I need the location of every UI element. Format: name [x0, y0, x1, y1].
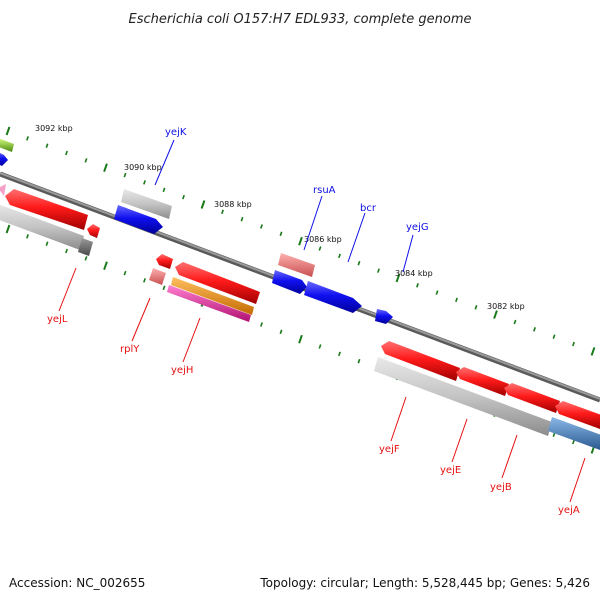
tick-mark — [338, 253, 341, 259]
tick-mark — [455, 297, 458, 303]
gene-bar-gray — [374, 357, 552, 436]
gene-arrow-reverse — [456, 367, 509, 396]
tick-mark — [200, 200, 206, 209]
gene-label-forward: bcr — [360, 203, 377, 214]
tick-mark — [338, 351, 341, 357]
gene-labels: yejK rsuA bcr yejG yejL rplY yejH yejF y… — [47, 127, 580, 516]
tick-mark — [493, 310, 498, 319]
tick-mark — [357, 358, 361, 364]
gene-label-forward: rsuA — [313, 185, 336, 196]
gene-bar-orange — [171, 277, 254, 315]
tick-mark — [513, 319, 517, 325]
gene-bar-magenta — [167, 285, 251, 322]
gene-arrow-reverse — [504, 383, 560, 413]
tick-mark — [357, 260, 361, 266]
gene-bar-darkgray — [78, 238, 93, 256]
tick-mark — [65, 150, 68, 156]
gene-label-reverse: yejL — [47, 314, 68, 325]
tick-mark — [162, 285, 166, 291]
tick-mark — [84, 256, 88, 261]
gene-arrow-reverse — [5, 189, 88, 230]
rna-feature — [149, 268, 166, 285]
tick-mark — [65, 248, 68, 254]
gene-arrow-forward — [304, 281, 362, 313]
reverse-features — [0, 189, 600, 450]
tick-mark — [240, 216, 244, 222]
tick-mark — [5, 224, 11, 234]
tick-mark — [395, 273, 401, 283]
gene-label-reverse: yejE — [440, 465, 461, 476]
gene-label-reverse: yejA — [558, 505, 580, 516]
tick-mark — [435, 290, 439, 295]
ruler-label: 3084 kbp — [395, 269, 433, 278]
tick-mark — [590, 347, 596, 356]
gene-arrow-forward — [0, 153, 8, 166]
tick-mark — [474, 305, 478, 310]
tick-mark — [572, 439, 575, 445]
gene-arrow-forward — [114, 205, 163, 234]
tick-mark — [103, 261, 108, 271]
tick-mark — [123, 270, 127, 276]
gene-arrow-forward — [0, 138, 14, 152]
trna-feature — [0, 184, 6, 196]
tick-mark — [318, 344, 322, 349]
tick-mark — [103, 163, 108, 173]
tick-mark — [143, 278, 146, 283]
tick-mark — [416, 283, 419, 288]
tick-mark — [26, 234, 29, 239]
gene-arrow-reverse — [87, 224, 100, 238]
gene-bar-steelblue — [548, 417, 600, 450]
gene-arrow-forward — [272, 270, 307, 294]
ruler-label: 3092 kbp — [35, 124, 73, 133]
tick-mark — [552, 334, 556, 339]
ruler-label: 3090 kbp — [124, 163, 162, 172]
ruler-label: 3088 kbp — [214, 200, 252, 209]
gene-arrow-reverse — [156, 254, 173, 269]
tick-mark — [572, 341, 575, 347]
label-leaders — [58, 139, 586, 503]
gene-arrow-forward — [121, 189, 172, 219]
tick-mark — [26, 136, 29, 141]
tick-mark — [279, 329, 283, 335]
gene-arrow-reverse — [381, 341, 460, 381]
map-title: Escherichia coli O157:H7 EDL933, complet… — [129, 12, 472, 27]
topology-text: Topology: circular; Length: 5,528,445 bp… — [260, 576, 590, 590]
gene-arrow-reverse — [175, 262, 260, 304]
gene-label-forward: yejK — [165, 127, 187, 138]
tick-mark — [182, 194, 185, 200]
tick-mark — [318, 246, 322, 251]
gene-bar-gray — [0, 204, 84, 250]
rna-feature — [278, 253, 315, 277]
tick-mark — [84, 158, 88, 163]
tick-mark — [143, 180, 146, 185]
tick-mark — [260, 224, 263, 229]
tick-mark — [162, 187, 166, 193]
ruler-labels: 3092 kbp 3090 kbp 3088 kbp 3086 kbp 3084… — [35, 124, 525, 311]
tick-mark — [298, 236, 303, 246]
gene-arrow-forward — [375, 309, 393, 324]
gene-arrow-reverse — [555, 401, 600, 429]
gene-label-reverse: yejF — [379, 444, 400, 455]
outer-tick-track — [5, 126, 596, 356]
accession-text: Accession: NC_002655 — [9, 576, 146, 590]
tick-mark — [533, 327, 536, 332]
tick-mark — [123, 172, 127, 178]
gene-label-reverse: yejH — [171, 365, 193, 376]
tick-mark — [552, 432, 556, 437]
tick-mark — [279, 231, 283, 237]
gene-label-reverse: yejB — [490, 482, 512, 493]
tick-mark — [45, 143, 49, 148]
gene-label-forward: yejG — [406, 222, 429, 233]
tick-mark — [45, 241, 49, 246]
tick-mark — [377, 268, 380, 273]
gene-label-reverse: rplY — [120, 344, 140, 355]
tick-mark — [5, 126, 11, 136]
tick-mark — [221, 209, 224, 215]
ruler-label: 3082 kbp — [487, 302, 525, 311]
tick-mark — [298, 334, 303, 344]
forward-features — [0, 138, 393, 324]
tick-mark — [260, 322, 263, 327]
ruler-label: 3086 kbp — [304, 235, 342, 244]
